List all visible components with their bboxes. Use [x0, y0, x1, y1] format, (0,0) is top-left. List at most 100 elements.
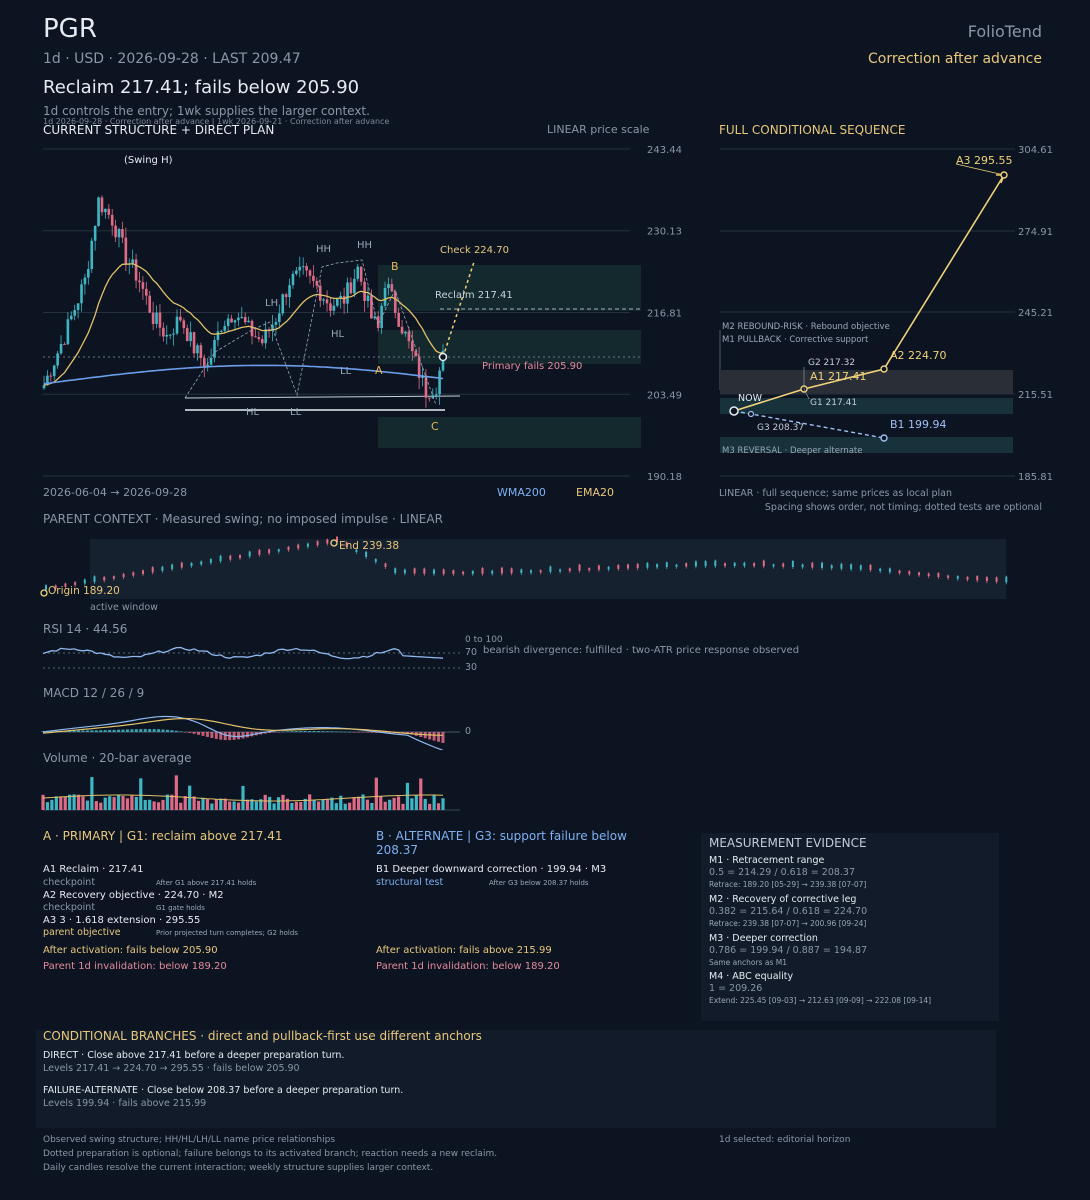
candle [209, 348, 213, 367]
parent-candle [481, 566, 484, 576]
seq-tick-5: 185.81 [1018, 472, 1053, 483]
sequence-title: FULL CONDITIONAL SEQUENCE [719, 123, 906, 137]
headline: Reclaim 217.41; fails below 205.90 [43, 77, 360, 98]
parent-candle [219, 554, 222, 564]
plan-a-item-3: A3 3 · 1.618 extension · 295.55 [43, 915, 201, 926]
candle [278, 304, 281, 327]
footer-line-3: Daily candles resolve the current intera… [43, 1163, 434, 1173]
volume-bar [179, 802, 183, 810]
branch-direct-levels: Levels 217.41 → 224.70 → 295.55 · fails … [43, 1063, 300, 1074]
candle [100, 195, 104, 216]
volume-bar [90, 777, 94, 810]
volume-bar [99, 802, 103, 810]
candle [291, 270, 295, 290]
macd-histogram-bar [357, 732, 361, 733]
footer-line-2: Dotted preparation is optional; failure … [43, 1149, 498, 1159]
evidence-m4-value: 1 = 209.26 [709, 983, 763, 994]
candle [250, 319, 254, 345]
parent-candle [675, 563, 678, 569]
candle [165, 325, 169, 345]
volume-bar [419, 778, 423, 810]
macd-histogram-bar [112, 729, 116, 732]
volume-bar [441, 798, 445, 810]
candle [213, 336, 216, 363]
volume-bar [210, 803, 214, 810]
macd-histogram-bar [321, 731, 325, 732]
volume-bar [383, 801, 387, 810]
volume-bar [401, 803, 405, 810]
parent-candle [530, 569, 532, 575]
macd-histogram-bar [317, 731, 321, 732]
evidence-m2-detail: Retrace: 239.38 [07-07] → 200.96 [09-24] [709, 919, 867, 928]
parent-candle [510, 567, 513, 576]
volume-bar [330, 797, 334, 810]
volume-bar [436, 803, 441, 810]
now-label: NOW [738, 393, 763, 404]
parent-candle [617, 564, 620, 571]
macd-histogram-bar [263, 732, 267, 734]
parent-candle [423, 567, 426, 576]
macd-histogram-bar [405, 732, 409, 734]
parent-candle [714, 559, 717, 569]
candle [339, 291, 342, 309]
candle [298, 256, 302, 278]
volume-bar [285, 798, 290, 810]
hh-label-1: HH [316, 244, 331, 255]
volume-bar [268, 796, 272, 810]
parent-candle [403, 568, 406, 576]
a3-marker [1000, 171, 1008, 179]
candle [49, 372, 53, 382]
macd-histogram-bar [68, 730, 72, 732]
macd-histogram-bar [183, 732, 187, 733]
parent-candle [597, 564, 600, 572]
parent-candle [646, 561, 649, 570]
main-y-tick: 216.81 [647, 309, 682, 320]
parent-candle [821, 561, 823, 570]
plan-b-item-1-note: After G3 below 208.37 holds [489, 879, 589, 887]
candle [301, 257, 305, 275]
volume-bar [343, 803, 347, 810]
candle [281, 293, 285, 316]
parent-candle [190, 561, 193, 568]
macd-histogram-bar [192, 732, 196, 734]
parent-candle [452, 569, 455, 576]
parent-candle [578, 563, 581, 573]
plan-b-title-level: 208.37 [376, 843, 418, 857]
main-y-tick: 243.44 [647, 145, 682, 156]
parent-candle [355, 548, 358, 554]
parent-candle [500, 566, 503, 576]
plan-a-after: After activation: fails below 205.90 [43, 945, 218, 956]
evidence-m1-detail: Retrace: 189.20 [05-29] → 239.38 [07-07] [709, 880, 867, 889]
candle [226, 314, 230, 332]
macd-histogram-bar [272, 732, 276, 733]
parent-candle [879, 567, 882, 574]
macd-histogram-bar [205, 732, 209, 737]
parent-candle [1005, 575, 1008, 585]
macd-histogram-bar [197, 732, 201, 735]
parent-candle [694, 560, 697, 569]
candle [73, 304, 76, 321]
candle [63, 342, 66, 345]
candle [363, 277, 366, 312]
ll-label-1: LL [340, 366, 352, 377]
volume-bar [165, 794, 170, 810]
candle [329, 297, 332, 317]
macd-histogram-bar [290, 731, 294, 732]
plan-b-item-1: B1 Deeper downward correction · 199.94 ·… [376, 864, 607, 875]
candle [206, 357, 209, 372]
parent-candle [743, 561, 746, 569]
volume-bar [130, 795, 134, 810]
candle [400, 319, 404, 335]
candle [383, 281, 387, 309]
candle [322, 298, 325, 306]
parent-candle [850, 563, 853, 572]
volume-bar [396, 796, 401, 810]
seq-tick-4: 215.51 [1018, 390, 1053, 401]
volume-bar [272, 803, 276, 810]
macd-histogram-bar [241, 732, 245, 739]
parent-candle [171, 563, 174, 572]
candle [76, 303, 80, 319]
candle [134, 253, 138, 289]
candle [397, 307, 400, 327]
volume-bar [108, 796, 112, 810]
